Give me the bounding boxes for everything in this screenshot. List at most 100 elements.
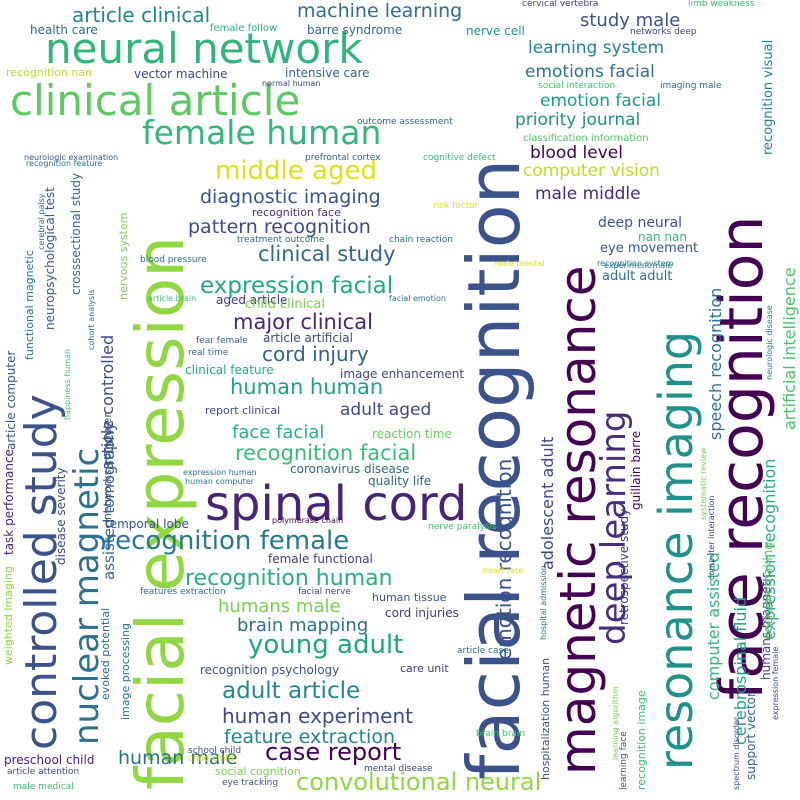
word: learning algorithm <box>611 686 620 760</box>
word: article case <box>457 646 509 656</box>
word: human tissue <box>372 591 447 604</box>
word: happiness human <box>63 348 72 420</box>
word: article computer <box>4 350 18 450</box>
word: cord injury <box>262 342 369 366</box>
word: article attention <box>7 767 80 777</box>
word: child child <box>188 754 234 764</box>
word: care unit <box>400 662 449 675</box>
word: human human <box>230 375 384 399</box>
word: emotion recognition <box>492 458 516 660</box>
word: recognition face <box>252 206 341 219</box>
word: neural network <box>45 24 363 73</box>
word: normal human <box>262 79 321 88</box>
word: adult article <box>222 678 361 704</box>
word: emotion facial <box>540 91 662 111</box>
word: blood pressure <box>140 255 207 265</box>
word: eye movement <box>600 241 699 256</box>
word: decision making <box>761 542 775 640</box>
word: cohort analysis <box>87 289 96 350</box>
word: recognition visual <box>761 39 776 155</box>
word: prefrontal cortex <box>305 153 381 163</box>
word: school child <box>188 746 242 756</box>
word: risk factor <box>433 201 479 211</box>
word: adult adult <box>602 269 673 284</box>
word: nan nan <box>638 230 687 244</box>
word: adolescent adult <box>538 436 557 570</box>
word: recognition psychology <box>200 663 340 677</box>
word: real time <box>188 348 229 358</box>
word: nerve cell <box>466 24 525 38</box>
word: preschool child <box>4 753 95 767</box>
word: quality life <box>368 474 432 488</box>
word: report clinical <box>205 404 281 417</box>
word: treatment outcome <box>237 235 325 245</box>
word: hospitalization human <box>539 657 552 780</box>
word: social cognition <box>215 765 301 778</box>
word: facial nerve <box>298 587 351 597</box>
word: middle aged <box>215 156 377 186</box>
word: expression female <box>771 646 780 720</box>
word: nervous system <box>117 212 130 300</box>
word: retrospective study <box>617 508 631 625</box>
word: recognition facial <box>235 441 417 465</box>
word: hospital admission <box>539 565 548 640</box>
word: face facial <box>232 422 325 443</box>
word: learning system <box>528 38 665 58</box>
word: male mental <box>494 259 545 268</box>
word: heart rate <box>483 566 524 575</box>
word: feature extraction <box>224 726 395 748</box>
word: imaging male <box>660 81 722 91</box>
word: computer vision <box>523 161 660 181</box>
word: article artificial <box>263 331 353 345</box>
word: chain reaction <box>389 235 453 245</box>
word: barre syndrome <box>307 23 403 37</box>
word: artificial intelligence <box>780 267 799 430</box>
word: nuclear magnetic <box>67 447 107 745</box>
word: priority journal <box>515 110 641 130</box>
word: male medical <box>13 782 74 792</box>
word: recognition image <box>635 690 648 790</box>
word: eye tracking <box>222 778 279 788</box>
word: cervical vertebra <box>522 0 599 9</box>
word: speech recognition <box>706 287 725 440</box>
word: human male <box>118 747 238 769</box>
word: diagnostic imaging <box>200 186 381 208</box>
word: blood level <box>530 143 623 163</box>
word: recognition female <box>105 526 350 556</box>
word: brain mapping <box>237 615 369 636</box>
word: image processing <box>119 622 132 720</box>
word: humans male <box>218 596 341 617</box>
word: reaction time <box>372 427 452 441</box>
word: recognition system <box>597 259 674 268</box>
word: controlled study <box>16 394 67 750</box>
word: female functional <box>268 552 373 566</box>
word: temporal lobe <box>105 517 189 531</box>
word: emotions facial <box>525 62 655 82</box>
word: networks deep <box>630 27 697 37</box>
word: aged article <box>216 293 288 307</box>
word: task performance <box>2 449 16 555</box>
word: outcome assessment <box>357 117 453 127</box>
word: health care <box>30 23 98 37</box>
word: coronavirus disease <box>290 462 410 476</box>
word: male middle <box>535 184 641 204</box>
word: intensive care <box>285 66 370 80</box>
word: adult aged <box>340 400 432 420</box>
word: deep neural <box>598 215 683 231</box>
word: networks computer <box>101 413 114 520</box>
word: machine learning <box>297 0 463 22</box>
word: article brain <box>148 294 197 303</box>
word: brain brain <box>476 729 526 739</box>
word: features extraction <box>140 587 226 597</box>
word: systematic review <box>699 447 708 520</box>
word: functional magnetic <box>23 250 36 360</box>
word: mental disease <box>364 764 433 774</box>
word: human experiment <box>222 704 413 728</box>
word: clinical study <box>258 242 396 266</box>
word: facial expression <box>122 235 199 790</box>
word: neurologic examination <box>24 153 119 162</box>
word: spectrum disorder <box>732 716 741 790</box>
word: child clinical <box>245 297 325 312</box>
word: classification information <box>523 133 649 144</box>
